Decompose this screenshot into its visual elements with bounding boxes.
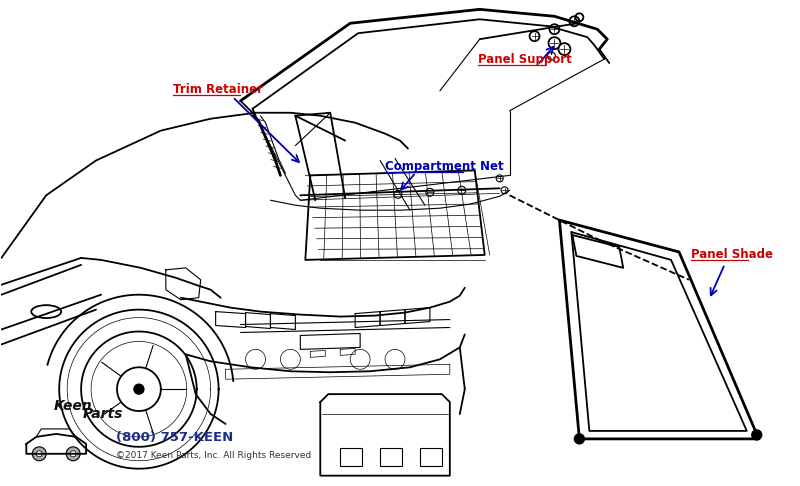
Circle shape [32,447,46,461]
Circle shape [501,187,508,194]
Text: Keen: Keen [54,399,92,413]
Circle shape [496,175,503,182]
Circle shape [752,430,762,440]
Circle shape [66,447,80,461]
Circle shape [70,451,76,457]
Circle shape [547,52,555,60]
Text: Compartment Net: Compartment Net [385,160,504,174]
Text: ©2017 Keen Parts, Inc. All Rights Reserved: ©2017 Keen Parts, Inc. All Rights Reserv… [116,451,311,460]
Text: Panel Support: Panel Support [478,53,571,66]
Text: Panel Shade: Panel Shade [691,248,773,261]
Text: (800) 757-KEEN: (800) 757-KEEN [116,431,234,444]
Circle shape [36,451,42,457]
Circle shape [134,384,144,394]
Circle shape [549,37,561,49]
Bar [340,448,362,466]
Bar [420,448,442,466]
Text: Parts: Parts [83,407,123,421]
Circle shape [574,434,584,444]
Bar [380,448,402,466]
Circle shape [558,43,570,55]
Text: Trim Retainer: Trim Retainer [173,83,262,96]
